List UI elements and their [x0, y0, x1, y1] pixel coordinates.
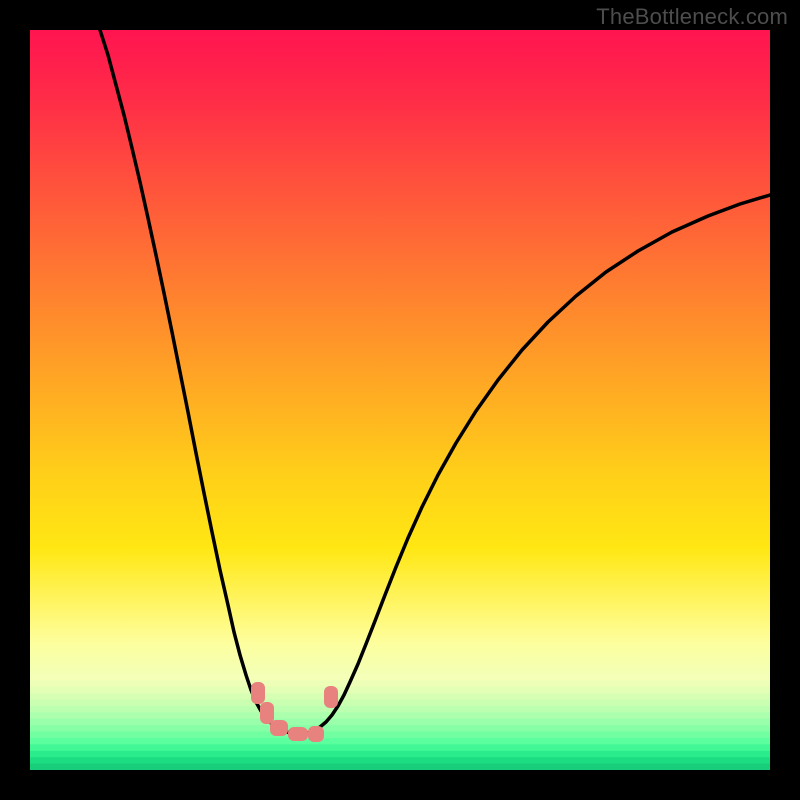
band: [30, 687, 770, 694]
band: [30, 757, 770, 764]
marker: [288, 727, 308, 741]
chart-background: [30, 30, 770, 770]
watermark-text: TheBottleneck.com: [596, 4, 788, 30]
band: [30, 725, 770, 732]
band: [30, 693, 770, 700]
chart-area: [30, 30, 770, 770]
band: [30, 738, 770, 745]
band: [30, 712, 770, 719]
band: [30, 699, 770, 706]
marker: [270, 720, 288, 736]
band: [30, 744, 770, 751]
marker: [260, 702, 274, 724]
band: [30, 719, 770, 726]
marker: [324, 686, 338, 708]
chart-svg: [30, 30, 770, 770]
band: [30, 751, 770, 758]
band: [30, 706, 770, 713]
band: [30, 674, 770, 681]
marker: [308, 726, 324, 742]
band: [30, 732, 770, 739]
band: [30, 680, 770, 687]
marker: [251, 682, 265, 704]
band: [30, 764, 770, 770]
bottom-bands: [30, 674, 770, 770]
